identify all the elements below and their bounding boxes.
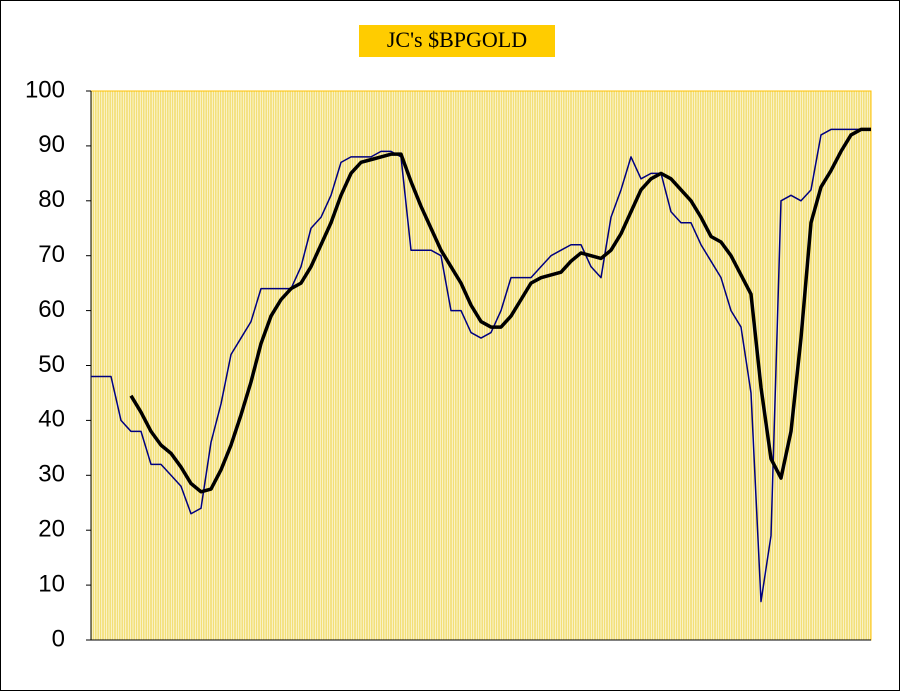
series-line — [129, 127, 871, 494]
y-tick-label: 80 — [38, 186, 65, 213]
y-tick-label: 0 — [52, 625, 65, 652]
y-tick-label: 100 — [25, 76, 65, 103]
y-tick-label: 70 — [38, 241, 65, 268]
y-tick-label: 90 — [38, 131, 65, 158]
x-grid — [91, 91, 871, 640]
y-tick-label: 40 — [38, 406, 65, 433]
title-box — [359, 25, 555, 57]
y-tick-label: 50 — [38, 351, 65, 378]
y-tick-label: 60 — [38, 296, 65, 323]
y-tick-label: 20 — [38, 516, 65, 543]
y-tick-label: 30 — [38, 461, 65, 488]
chart-title: JC's $BPGOLD — [387, 27, 527, 52]
series-line — [91, 128, 871, 603]
y-tick-label: 10 — [38, 570, 65, 597]
